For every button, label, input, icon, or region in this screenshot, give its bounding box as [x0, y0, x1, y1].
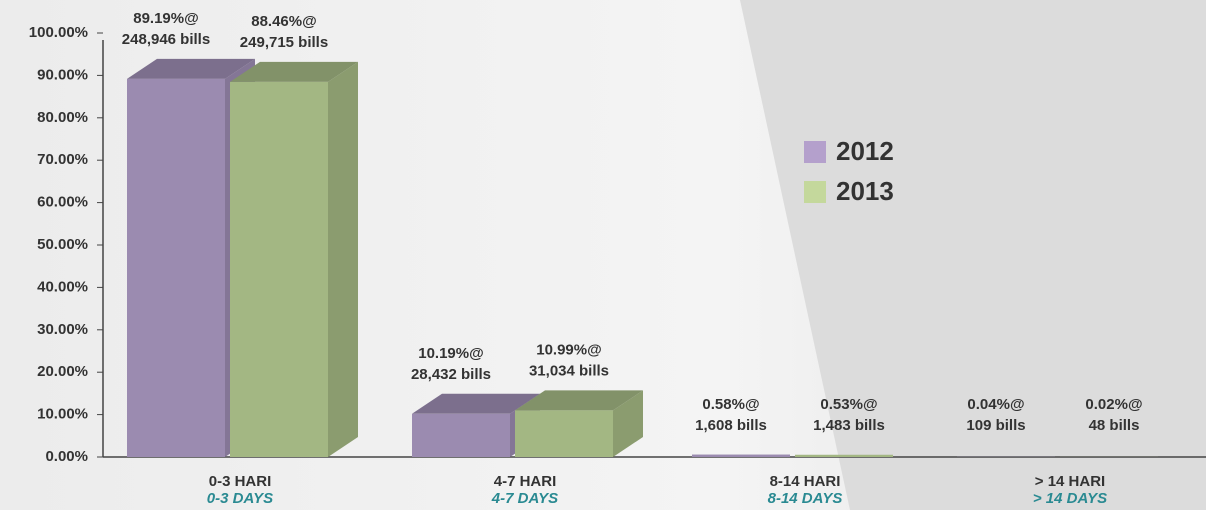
- y-tick-label: 10.00%: [37, 406, 88, 423]
- y-tick-label: 70.00%: [37, 151, 88, 168]
- bar-front: [127, 78, 225, 457]
- y-tick-label: 40.00%: [37, 278, 88, 295]
- bar-side: [613, 390, 643, 457]
- legend-label: 2012: [836, 136, 894, 166]
- x-tick-label: 0-3 HARI: [209, 473, 272, 490]
- y-tick-label: 100.00%: [29, 24, 88, 41]
- value-label: 10.19%@: [418, 345, 484, 362]
- bar: [230, 61, 358, 458]
- bar-front: [515, 410, 613, 457]
- value-label: 0.02%@: [1085, 396, 1142, 413]
- legend-swatch: [804, 181, 826, 203]
- y-tick-label: 90.00%: [37, 66, 88, 83]
- count-label: 1,608 bills: [695, 417, 767, 434]
- x-tick-label: 8-14 HARI: [770, 473, 841, 490]
- value-label: 0.53%@: [820, 396, 877, 413]
- value-label: 88.46%@: [251, 13, 317, 30]
- value-label: 0.04%@: [967, 396, 1024, 413]
- count-label: 48 bills: [1089, 417, 1140, 434]
- bar-top: [515, 390, 643, 411]
- count-label: 109 bills: [966, 417, 1025, 434]
- bar-front: [230, 81, 328, 458]
- count-label: 28,432 bills: [411, 366, 491, 383]
- bar-top: [127, 58, 255, 79]
- y-tick-label: 50.00%: [37, 236, 88, 253]
- x-tick-label: 4-7 HARI: [494, 473, 557, 490]
- bar-side: [328, 61, 358, 458]
- value-label: 0.58%@: [702, 396, 759, 413]
- y-tick-label: 20.00%: [37, 363, 88, 380]
- x-tick-translation: 8-14 DAYS: [768, 490, 843, 507]
- bar: [795, 454, 893, 457]
- bar-top: [230, 61, 358, 82]
- bar-front: [412, 413, 510, 457]
- bar: [515, 390, 643, 457]
- x-tick-translation: 0-3 DAYS: [207, 490, 273, 507]
- x-tick-translation: 4-7 DAYS: [491, 490, 558, 507]
- bar: [692, 454, 790, 457]
- background-panel: [740, 0, 1206, 510]
- y-tick-label: 0.00%: [45, 448, 88, 465]
- bar-front: [795, 454, 893, 457]
- y-tick-label: 80.00%: [37, 109, 88, 126]
- x-tick-translation: > 14 DAYS: [1033, 490, 1107, 507]
- x-tick-label: > 14 HARI: [1035, 473, 1105, 490]
- legend-swatch: [804, 141, 826, 163]
- bar-top: [412, 393, 540, 414]
- count-label: 31,034 bills: [529, 362, 609, 379]
- count-label: 248,946 bills: [122, 31, 210, 48]
- count-label: 1,483 bills: [813, 417, 885, 434]
- value-label: 89.19%@: [133, 10, 199, 27]
- count-label: 249,715 bills: [240, 34, 328, 51]
- y-tick-label: 60.00%: [37, 194, 88, 211]
- y-tick-label: 30.00%: [37, 321, 88, 338]
- bar-front: [692, 454, 790, 457]
- legend-label: 2013: [836, 176, 894, 206]
- value-label: 10.99%@: [536, 341, 602, 358]
